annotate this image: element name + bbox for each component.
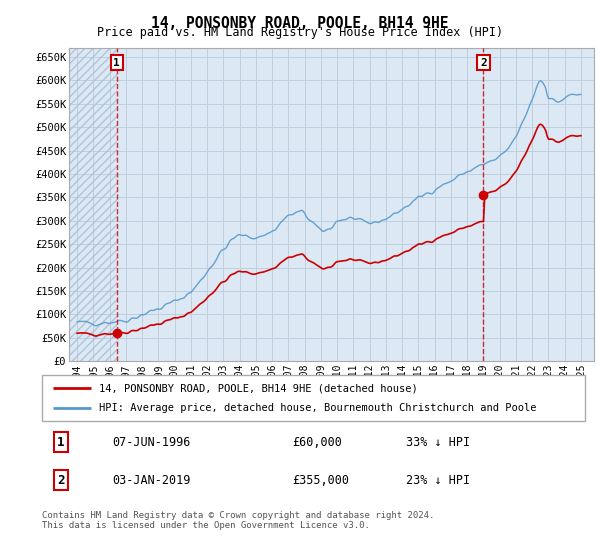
Text: 14, PONSONBY ROAD, POOLE, BH14 9HE: 14, PONSONBY ROAD, POOLE, BH14 9HE xyxy=(151,16,449,31)
Text: Price paid vs. HM Land Registry's House Price Index (HPI): Price paid vs. HM Land Registry's House … xyxy=(97,26,503,39)
Text: 33% ↓ HPI: 33% ↓ HPI xyxy=(406,436,470,449)
Text: £355,000: £355,000 xyxy=(292,474,349,487)
Text: HPI: Average price, detached house, Bournemouth Christchurch and Poole: HPI: Average price, detached house, Bour… xyxy=(99,403,536,413)
Text: 07-JUN-1996: 07-JUN-1996 xyxy=(113,436,191,449)
FancyBboxPatch shape xyxy=(42,375,585,421)
Text: 1: 1 xyxy=(113,58,120,68)
Text: 03-JAN-2019: 03-JAN-2019 xyxy=(113,474,191,487)
Text: 23% ↓ HPI: 23% ↓ HPI xyxy=(406,474,470,487)
Text: 2: 2 xyxy=(57,474,65,487)
Text: £60,000: £60,000 xyxy=(292,436,341,449)
Text: Contains HM Land Registry data © Crown copyright and database right 2024.
This d: Contains HM Land Registry data © Crown c… xyxy=(42,511,434,530)
Text: 1: 1 xyxy=(57,436,65,449)
Text: 2: 2 xyxy=(480,58,487,68)
Text: 14, PONSONBY ROAD, POOLE, BH14 9HE (detached house): 14, PONSONBY ROAD, POOLE, BH14 9HE (deta… xyxy=(99,383,418,393)
